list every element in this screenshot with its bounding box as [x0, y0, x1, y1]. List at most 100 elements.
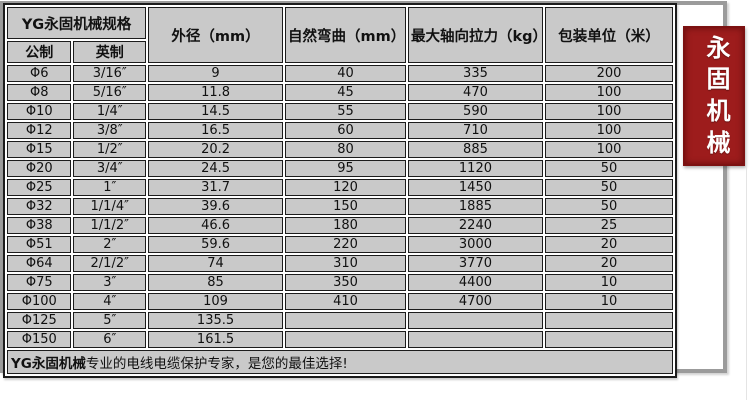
spec-table: YG永固机械规格 外径（mm） 自然弯曲（mm） 最大轴向拉力（kg） 包装单位…	[3, 3, 677, 378]
cell-outer-diameter: 59.6	[148, 236, 284, 253]
cell-imperial: 1/4″	[73, 103, 147, 120]
cell-outer-diameter: 39.6	[148, 198, 284, 215]
cell-outer-diameter: 135.5	[148, 312, 284, 329]
banner-char-4: 械	[706, 128, 731, 157]
table-row: Φ150 6″ 161.5	[7, 331, 673, 348]
cell-metric: Φ8	[7, 84, 72, 101]
cell-packing-unit: 20	[544, 255, 673, 272]
cell-outer-diameter: 20.2	[148, 141, 284, 158]
cell-natural-bend: 410	[285, 293, 406, 310]
cell-metric: Φ64	[7, 255, 72, 272]
cell-imperial: 2/1/2″	[73, 255, 147, 272]
cell-natural-bend: 220	[285, 236, 406, 253]
cell-imperial: 5/16″	[73, 84, 147, 101]
cell-max-tension: 2240	[407, 217, 543, 234]
cell-metric: Φ51	[7, 236, 72, 253]
table-row: Φ20 3/4″ 24.5 95 1120 50	[7, 160, 673, 177]
cell-metric: Φ38	[7, 217, 72, 234]
cell-metric: Φ75	[7, 274, 72, 291]
cell-max-tension: 590	[407, 103, 543, 120]
banner-char-2: 固	[706, 65, 731, 94]
banner-char-1: 永	[706, 33, 731, 62]
cell-natural-bend: 40	[285, 65, 406, 82]
cell-natural-bend: 45	[285, 84, 406, 101]
table-row: Φ38 1/1/2″ 46.6 180 2240 25	[7, 217, 673, 234]
cell-imperial: 3″	[73, 274, 147, 291]
cell-metric: Φ15	[7, 141, 72, 158]
cell-max-tension: 710	[407, 122, 543, 139]
table-row: Φ64 2/1/2″ 74 310 3770 20	[7, 255, 673, 272]
cell-metric: Φ25	[7, 179, 72, 196]
cell-packing-unit: 50	[544, 160, 673, 177]
cell-natural-bend: 180	[285, 217, 406, 234]
right-edge-line	[746, 85, 747, 400]
footer-row: YG永固机械专业的电线电缆保护专家，是您的最佳选择!	[7, 350, 673, 374]
cell-metric: Φ10	[7, 103, 72, 120]
cell-imperial: 3/8″	[73, 122, 147, 139]
cell-outer-diameter: 85	[148, 274, 284, 291]
col-header-packing-unit: 包装单位（米）	[544, 7, 673, 63]
cell-max-tension	[407, 312, 543, 329]
cell-outer-diameter: 31.7	[148, 179, 284, 196]
cell-packing-unit: 10	[544, 274, 673, 291]
table-row: Φ32 1/1/4″ 39.6 150 1885 50	[7, 198, 673, 215]
cell-max-tension: 335	[407, 65, 543, 82]
table-row: Φ51 2″ 59.6 220 3000 20	[7, 236, 673, 253]
cell-packing-unit: 25	[544, 217, 673, 234]
table-body: Φ6 3/16″ 9 40 335 200 Φ8 5/16″ 11.8 45 4…	[7, 65, 673, 348]
cell-imperial: 1/2″	[73, 141, 147, 158]
cell-imperial: 6″	[73, 331, 147, 348]
cell-max-tension: 4400	[407, 274, 543, 291]
cell-natural-bend: 80	[285, 141, 406, 158]
cell-natural-bend: 55	[285, 103, 406, 120]
cell-imperial: 2″	[73, 236, 147, 253]
brand-banner: 永 固 机 械	[683, 26, 745, 166]
cell-metric: Φ6	[7, 65, 72, 82]
table-row: Φ8 5/16″ 11.8 45 470 100	[7, 84, 673, 101]
cell-max-tension: 1120	[407, 160, 543, 177]
cell-metric: Φ150	[7, 331, 72, 348]
col-header-outer-diameter: 外径（mm）	[148, 7, 284, 63]
cell-imperial: 4″	[73, 293, 147, 310]
col-header-natural-bend: 自然弯曲（mm）	[285, 7, 406, 63]
table-row: Φ10 1/4″ 14.5 55 590 100	[7, 103, 673, 120]
cell-packing-unit: 10	[544, 293, 673, 310]
cell-max-tension: 4700	[407, 293, 543, 310]
col-header-imperial: 英制	[73, 41, 147, 63]
cell-metric: Φ12	[7, 122, 72, 139]
cell-imperial: 3/16″	[73, 65, 147, 82]
cell-packing-unit: 50	[544, 198, 673, 215]
col-header-max-tension: 最大轴向拉力（kg）	[407, 7, 543, 63]
cell-natural-bend: 60	[285, 122, 406, 139]
cell-imperial: 1/1/2″	[73, 217, 147, 234]
cell-outer-diameter: 74	[148, 255, 284, 272]
cell-imperial: 1/1/4″	[73, 198, 147, 215]
cell-packing-unit: 100	[544, 103, 673, 120]
table-title: YG永固机械规格	[7, 7, 147, 39]
cell-imperial: 5″	[73, 312, 147, 329]
footer-brand: YG永固机械	[11, 356, 86, 372]
cell-max-tension: 1885	[407, 198, 543, 215]
cell-natural-bend: 350	[285, 274, 406, 291]
header-row-1: YG永固机械规格 外径（mm） 自然弯曲（mm） 最大轴向拉力（kg） 包装单位…	[7, 7, 673, 63]
cell-max-tension	[407, 331, 543, 348]
table-row: Φ75 3″ 85 350 4400 10	[7, 274, 673, 291]
cell-natural-bend: 95	[285, 160, 406, 177]
cell-max-tension: 3770	[407, 255, 543, 272]
cell-outer-diameter: 16.5	[148, 122, 284, 139]
banner-char-3: 机	[706, 97, 731, 125]
cell-natural-bend	[285, 331, 406, 348]
col-header-metric: 公制	[7, 41, 72, 63]
cell-metric: Φ125	[7, 312, 72, 329]
cell-packing-unit	[544, 312, 673, 329]
table-row: Φ25 1″ 31.7 120 1450 50	[7, 179, 673, 196]
cell-outer-diameter: 14.5	[148, 103, 284, 120]
table-row: Φ100 4″ 109 410 4700 10	[7, 293, 673, 310]
cell-metric: Φ20	[7, 160, 72, 177]
cell-packing-unit: 100	[544, 141, 673, 158]
cell-outer-diameter: 11.8	[148, 84, 284, 101]
cell-packing-unit: 200	[544, 65, 673, 82]
cell-packing-unit: 20	[544, 236, 673, 253]
footer-text: 专业的电线电缆保护专家，是您的最佳选择!	[85, 356, 348, 372]
